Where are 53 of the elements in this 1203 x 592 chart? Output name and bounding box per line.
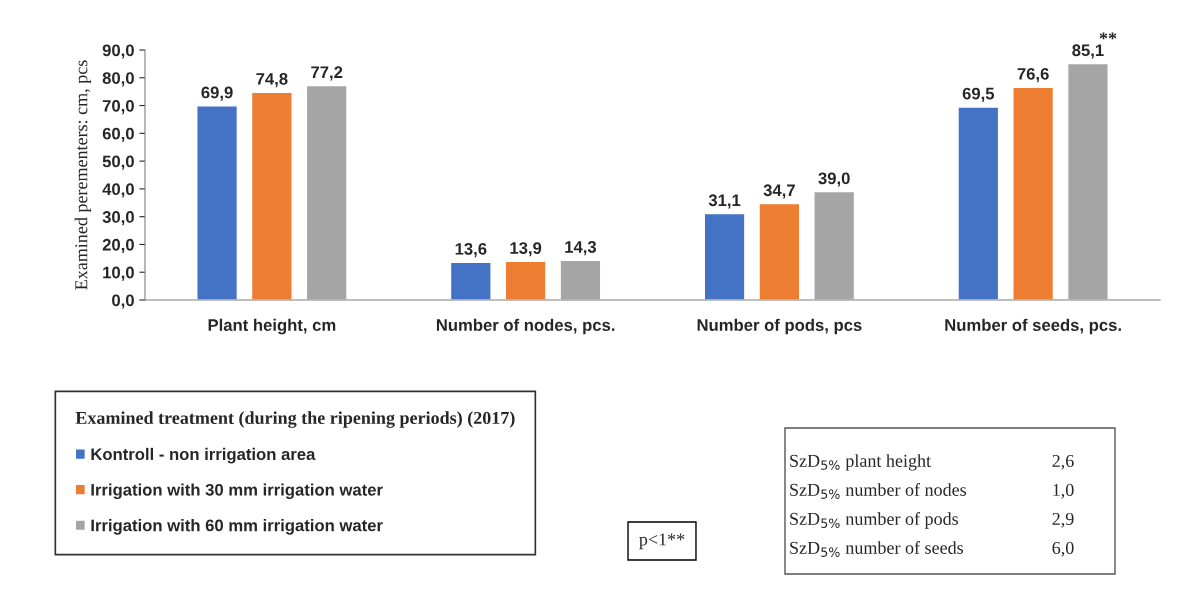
bar xyxy=(449,261,492,300)
data-label: 69,9 xyxy=(201,86,233,101)
bar xyxy=(703,212,746,300)
text: 2,6 xyxy=(1052,454,1074,470)
data-label: 69,5 xyxy=(962,87,995,102)
bar xyxy=(504,260,547,300)
data-label: 13,6 xyxy=(455,242,487,258)
y-tick-label: 10,0 xyxy=(103,266,134,281)
x-tick-label: Number of nodes, pcs. xyxy=(436,318,615,335)
bar xyxy=(957,106,1000,300)
data-label: 74,8 xyxy=(256,72,288,88)
text: 6,0 xyxy=(1052,541,1074,557)
legend-label: Irrigation with 30 mm irrigation water xyxy=(91,483,383,500)
y-tick-label: 0,0 xyxy=(112,294,134,309)
text: SzD$_{5%}$ number of nodes xyxy=(790,483,967,499)
y-tick-label: 20,0 xyxy=(102,238,134,254)
data-label: 39,0 xyxy=(818,172,850,187)
data-label: 31,1 xyxy=(708,194,741,209)
y-tick-label: 70,0 xyxy=(102,99,134,115)
bar xyxy=(1012,86,1055,300)
legend-title: Examined treatment (during the ripening periods) (2017) xyxy=(75,411,515,428)
bar xyxy=(559,259,602,300)
text: 1,0 xyxy=(1053,483,1074,499)
data-label: 34,7 xyxy=(763,184,795,199)
bar xyxy=(250,91,293,300)
data-label: 85,1 xyxy=(1072,44,1104,59)
y-tick-label: 80,0 xyxy=(102,72,134,87)
x-tick-label: Plant height, cm xyxy=(208,318,336,335)
text: 2,9 xyxy=(1052,512,1074,528)
x-tick-label: Number of seeds, pcs. xyxy=(945,318,1121,335)
bar xyxy=(196,105,239,300)
text: ** xyxy=(1099,32,1117,40)
legend-label: Irrigation with 60 mm irrigation water xyxy=(91,519,383,535)
data-label: 14,3 xyxy=(565,241,597,256)
data-label: 77,2 xyxy=(311,66,343,81)
y-axis-title: Examined perementers: cm, pcs xyxy=(74,60,92,290)
data-label: 76,6 xyxy=(1017,67,1049,83)
y-tick-label: 60,0 xyxy=(102,127,134,142)
y-tick-label: 30,0 xyxy=(102,211,134,226)
text: p<1** xyxy=(639,533,685,550)
bar xyxy=(813,190,856,300)
bar xyxy=(305,84,348,300)
data-label: 13,9 xyxy=(510,242,542,257)
text: SzD$_{5%}$ plant height xyxy=(790,454,931,471)
text: SzD$_{5%}$ number of seeds xyxy=(790,541,963,557)
bar xyxy=(1066,62,1109,300)
x-tick-label: Number of pods, pcs xyxy=(697,318,862,335)
legend-label: Kontroll - non irrigation area xyxy=(91,447,316,464)
bar xyxy=(758,202,801,300)
y-tick-label: 50,0 xyxy=(102,155,134,170)
y-tick-label: 40,0 xyxy=(102,183,134,198)
text: SzD$_{5%}$ number of pods xyxy=(790,512,958,529)
y-tick-label: 90,0 xyxy=(102,44,134,59)
